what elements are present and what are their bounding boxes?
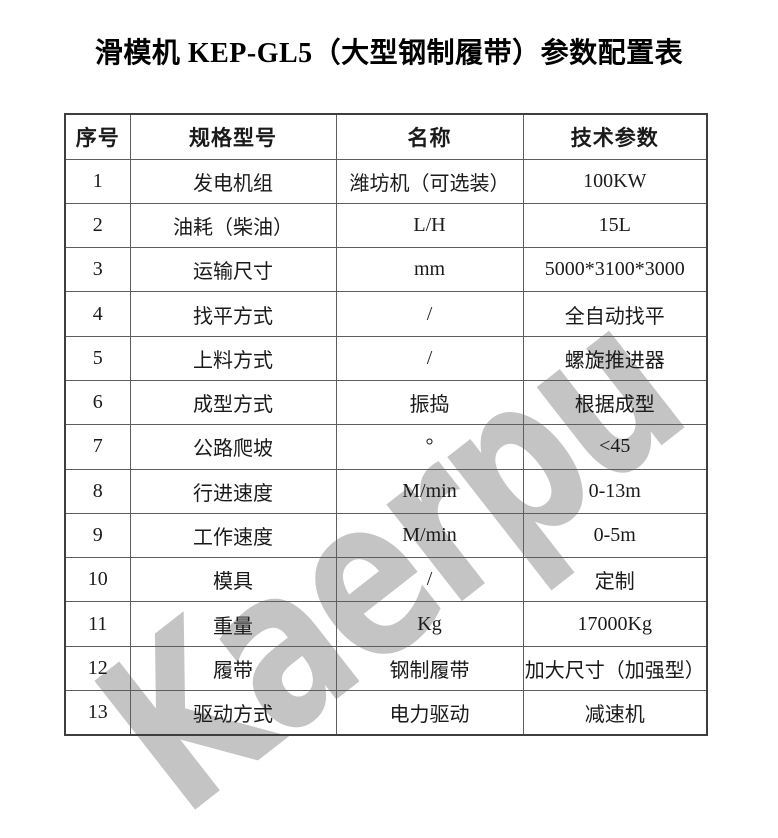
table-row: 7 公路爬坡 ° <45 bbox=[64, 424, 708, 470]
table-cell: 加大尺寸（加强型） bbox=[522, 645, 708, 692]
table-cell: 潍坊机（可选装） bbox=[335, 158, 524, 204]
table-cell: <45 bbox=[522, 424, 708, 470]
table-cell: 5000*3100*3000 bbox=[522, 247, 708, 293]
table-cell: 履带 bbox=[129, 645, 337, 692]
table-cell: 公路爬坡 bbox=[129, 424, 337, 470]
table-row: 10 模具 / 定制 bbox=[64, 557, 708, 603]
table-cell: 工作速度 bbox=[129, 512, 337, 559]
header-row: 序号 规格型号 名称 技术参数 bbox=[64, 113, 708, 160]
table-cell: 上料方式 bbox=[129, 335, 337, 381]
table-cell: 9 bbox=[64, 512, 131, 559]
table-cell: 成型方式 bbox=[129, 379, 337, 426]
table-cell: 0-13m bbox=[522, 468, 708, 514]
table-cell: 根据成型 bbox=[522, 379, 708, 426]
table-cell: 10 bbox=[64, 557, 131, 603]
table-row: 2 油耗（柴油） L/H 15L bbox=[64, 202, 708, 249]
table-row: 6 成型方式 振捣 根据成型 bbox=[64, 379, 708, 426]
table-cell: 7 bbox=[64, 424, 131, 470]
table-cell: 螺旋推进器 bbox=[522, 335, 708, 381]
table-row: 9 工作速度 M/min 0-5m bbox=[64, 512, 708, 559]
table-row: 12 履带 钢制履带 加大尺寸（加强型） bbox=[64, 645, 708, 692]
column-header: 技术参数 bbox=[522, 113, 708, 160]
table-cell: 5 bbox=[64, 335, 131, 381]
table-cell: / bbox=[335, 335, 524, 381]
table-cell: 模具 bbox=[129, 557, 337, 603]
table-cell: 13 bbox=[64, 690, 131, 736]
table-cell: 驱动方式 bbox=[129, 690, 337, 736]
table-cell: 1 bbox=[64, 158, 131, 204]
table-cell: ° bbox=[335, 424, 524, 470]
table-cell: L/H bbox=[335, 202, 524, 249]
table-cell: 全自动找平 bbox=[522, 291, 708, 337]
table-cell: 定制 bbox=[522, 557, 708, 603]
table-cell: 钢制履带 bbox=[335, 645, 524, 692]
table-cell: / bbox=[335, 291, 524, 337]
table-cell: 17000Kg bbox=[522, 601, 708, 647]
table-row: 13 驱动方式 电力驱动 减速机 bbox=[64, 690, 708, 736]
table-cell: 电力驱动 bbox=[335, 690, 524, 736]
column-header: 规格型号 bbox=[129, 113, 337, 160]
table-cell: 运输尺寸 bbox=[129, 247, 337, 293]
table-row: 11 重量 Kg 17000Kg bbox=[64, 601, 708, 647]
table-cell: 15L bbox=[522, 202, 708, 249]
table-cell: 100KW bbox=[522, 158, 708, 204]
table-cell: 8 bbox=[64, 468, 131, 514]
table-body: 1 发电机组 潍坊机（可选装） 100KW 2 油耗（柴油） L/H 15L 3 运输尺寸 mm 50… bbox=[64, 158, 708, 736]
table-cell: 12 bbox=[64, 645, 131, 692]
table-cell: 2 bbox=[64, 202, 131, 249]
spec-table: 序号 规格型号 名称 技术参数 1 发电机组 潍坊机（可选装） 100KW 2 油耗（柴油） L/… bbox=[64, 113, 708, 736]
table-cell: 油耗（柴油） bbox=[129, 202, 337, 249]
table-cell: 3 bbox=[64, 247, 131, 293]
table-cell: 6 bbox=[64, 379, 131, 426]
table-row: 5 上料方式 / 螺旋推进器 bbox=[64, 335, 708, 381]
table-cell: / bbox=[335, 557, 524, 603]
table-cell: 发电机组 bbox=[129, 158, 337, 204]
page-title: 滑模机 KEP-GL5（大型钢制履带）参数配置表 bbox=[94, 38, 684, 69]
table-row: 3 运输尺寸 mm 5000*3100*3000 bbox=[64, 247, 708, 293]
table-row: 4 找平方式 / 全自动找平 bbox=[64, 291, 708, 337]
column-header: 序号 bbox=[64, 113, 131, 160]
column-header: 名称 bbox=[335, 113, 524, 160]
table-row: 1 发电机组 潍坊机（可选装） 100KW bbox=[64, 158, 708, 204]
table-cell: 4 bbox=[64, 291, 131, 337]
table-cell: 行进速度 bbox=[129, 468, 337, 514]
table-row: 8 行进速度 M/min 0-13m bbox=[64, 468, 708, 514]
table-cell: 振捣 bbox=[335, 379, 524, 426]
table-cell: mm bbox=[335, 247, 524, 293]
table-cell: 减速机 bbox=[522, 690, 708, 736]
table-cell: 11 bbox=[64, 601, 131, 647]
table-cell: 重量 bbox=[129, 601, 337, 647]
table-cell: M/min bbox=[335, 512, 524, 559]
table-cell: Kg bbox=[335, 601, 524, 647]
table-cell: 0-5m bbox=[522, 512, 708, 559]
table-cell: 找平方式 bbox=[129, 291, 337, 337]
table-cell: M/min bbox=[335, 468, 524, 514]
